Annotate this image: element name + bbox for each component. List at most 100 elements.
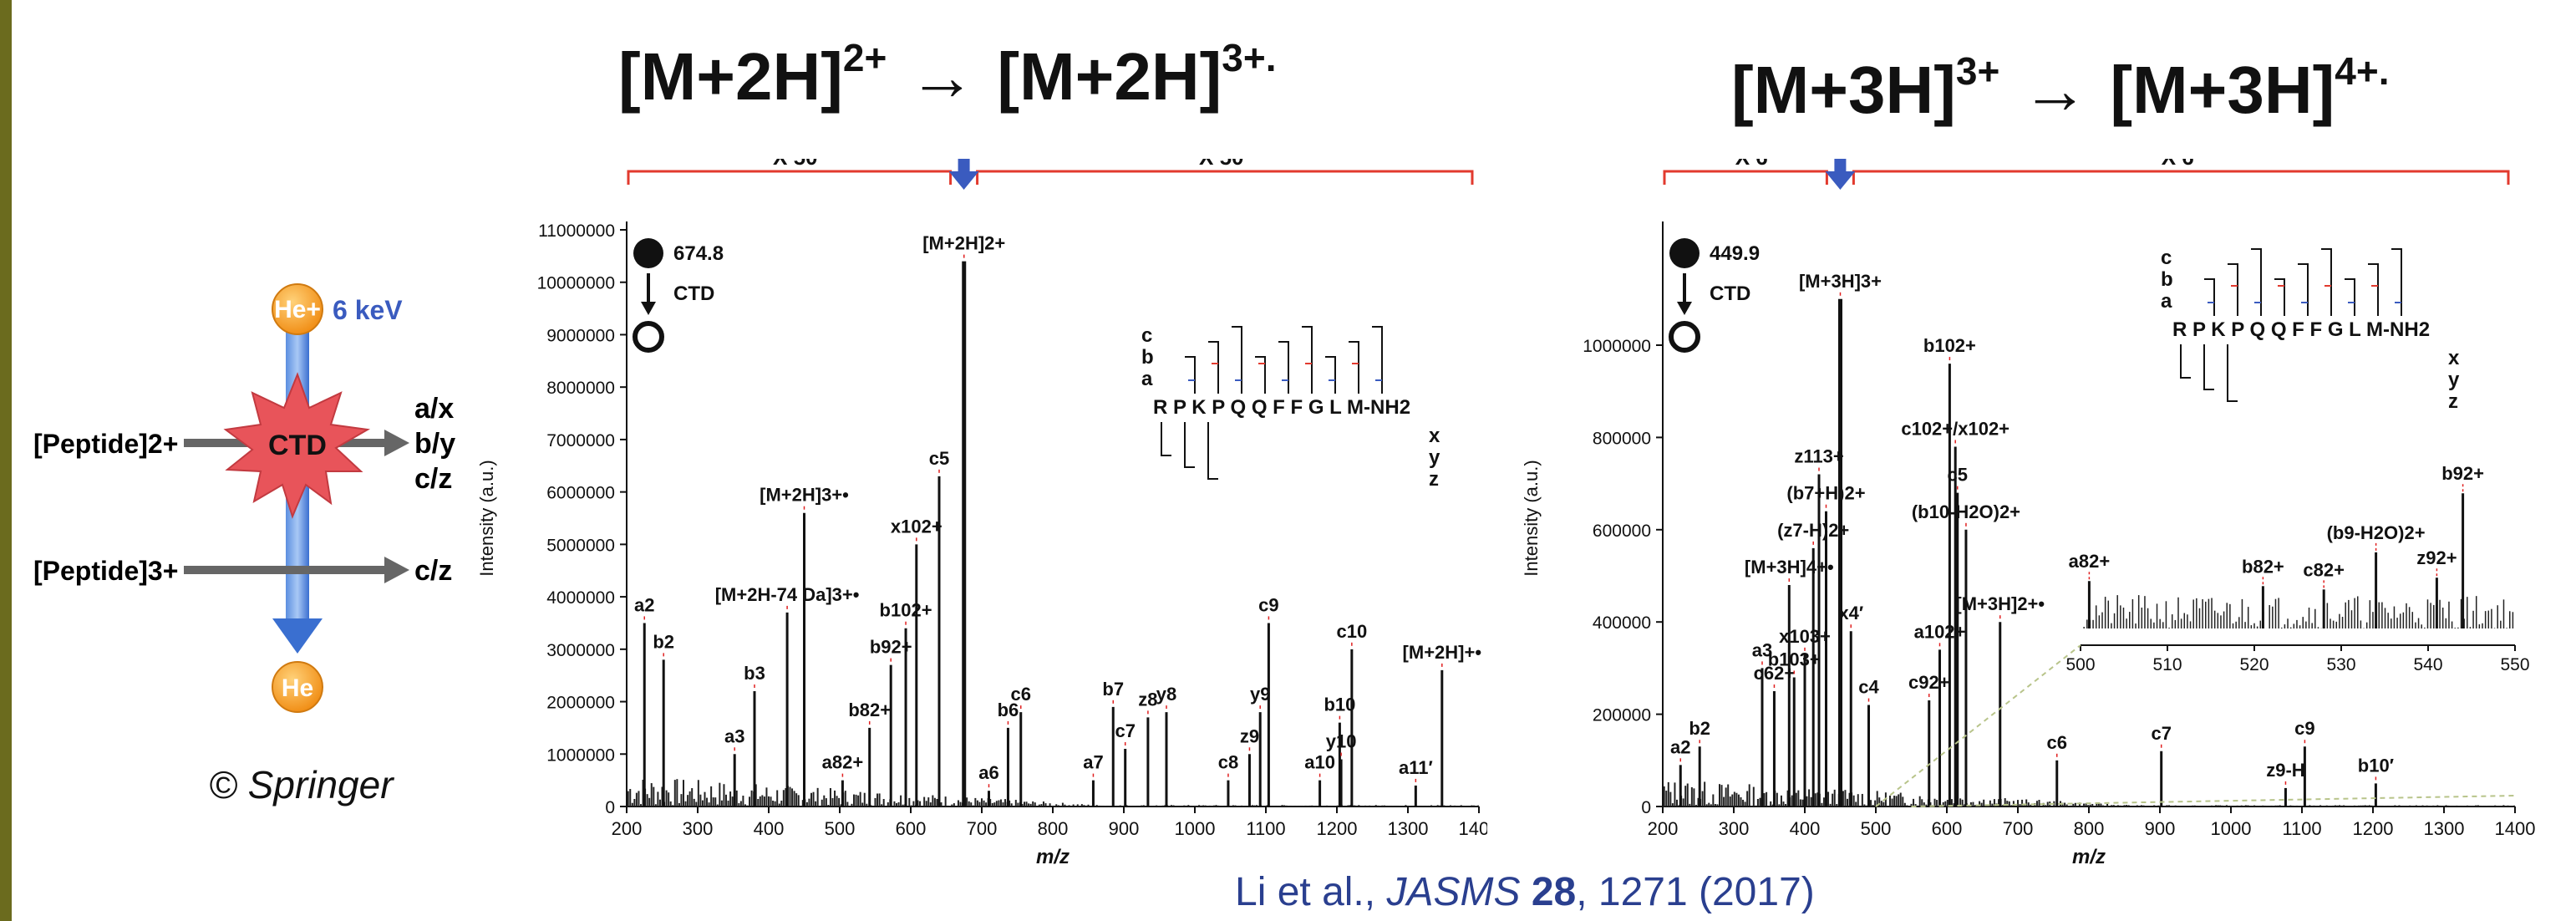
title-left-charge2: 3+.: [1222, 36, 1277, 79]
x-tick-label: 1100: [2282, 818, 2321, 839]
x-tick-label: 1200: [1317, 818, 1358, 839]
magnification-bracket-right: [976, 170, 1474, 185]
peak-label: c5: [929, 448, 949, 469]
peak-label: b2: [653, 631, 674, 652]
peak-label: x103+: [1779, 626, 1831, 647]
cleavage-marker-top: [1185, 356, 1196, 394]
inset-x-tick-label: 520: [2239, 655, 2269, 674]
title-right-charge1: 3+: [1955, 49, 2000, 93]
output-by-label: b/y: [414, 428, 455, 460]
peak-label: a11′: [1399, 757, 1433, 778]
peak-label: [M+2H-74 Da]3+•: [715, 584, 860, 605]
peak-label: y8: [1156, 684, 1176, 705]
peak-label: a2: [634, 594, 654, 615]
title-left-transition: [M+2H]2+ → [M+2H]3+.: [618, 35, 1277, 115]
he-neutral: [272, 661, 323, 713]
citation-volume: 28: [1531, 870, 1577, 914]
peak-label: b6: [998, 700, 1019, 720]
output2-cz-label: c/z: [414, 555, 452, 587]
precursor-arrow-head: [948, 171, 979, 190]
peak-label: b7: [1102, 679, 1124, 700]
beam-arrowhead: [272, 618, 323, 654]
ion-type-bottom: z: [2448, 390, 2458, 413]
x-tick-label: 900: [1109, 818, 1140, 839]
output-ax-label: a/x: [414, 393, 454, 425]
cleavage-marker-top: [1278, 341, 1289, 394]
x-tick-label: 400: [754, 818, 785, 839]
cleavage-marker-top: [2251, 248, 2262, 316]
x-tick-label: 1400: [2495, 818, 2536, 839]
title-right-base1: [M+3H]: [1731, 53, 1956, 127]
precursor-dot-icon: [1669, 238, 1700, 268]
peak-label: z9-H: [2266, 760, 2304, 781]
precursor-dot-icon: [633, 238, 663, 268]
x-tick-label: 400: [1790, 818, 1821, 839]
cleavage-marker-top: [2345, 278, 2355, 316]
peak-label: b82+: [848, 700, 891, 720]
cleavage-marker-top: [2298, 263, 2309, 316]
inset-peak-label: (b9-H2O)2+: [2327, 522, 2426, 543]
magnification-bracket-left: [627, 170, 953, 185]
title-right-base2: [M+3H]: [2110, 53, 2335, 127]
title-left-arrow: →: [908, 39, 976, 114]
cleavage-marker-bottom: [2180, 344, 2191, 379]
y-tick-label: 10000000: [537, 274, 615, 293]
he-plus-ion: [272, 283, 323, 335]
inset-peak-label: b92+: [2441, 463, 2484, 484]
title-right-transition: [M+3H]3+ → [M+3H]4+.: [1731, 48, 2390, 129]
y-tick-label: 6000000: [546, 484, 615, 503]
peak-label: c7: [2151, 723, 2171, 744]
y-tick-label: 8000000: [546, 379, 615, 398]
peak-label: y9: [1250, 684, 1270, 705]
cleavage-marker-top: [1232, 326, 1242, 394]
y-tick-label: 4000000: [546, 588, 615, 608]
x-tick-label: 1300: [2424, 818, 2465, 839]
peptide-sequence: R P K P Q Q F F G L M-NH2: [1153, 396, 1410, 419]
cleavage-marker-top: [2274, 278, 2285, 316]
cleavage-marker-bottom: [2203, 344, 2214, 390]
peak-label: a6: [978, 762, 998, 783]
precursor-arrow-head: [1825, 171, 1856, 190]
ctd-label: CTD: [268, 430, 327, 461]
inset-x-tick-label: 530: [2326, 655, 2355, 674]
y-tick-label: 2000000: [546, 694, 615, 713]
title-left-base2: [M+2H]: [997, 39, 1222, 114]
cleavage-marker-top: [1325, 356, 1336, 394]
peak-label: c6: [2047, 732, 2067, 753]
y-tick-label: 3000000: [546, 641, 615, 660]
peptide2-label: [Peptide]2+: [33, 429, 178, 459]
legend-arrowhead: [1677, 302, 1692, 315]
citation-rest: , 1271 (2017): [1576, 870, 1815, 914]
x-tick-label: 300: [683, 818, 714, 839]
peak-label: [M+3H]2+•: [1955, 593, 2045, 614]
peak-label: z9: [1240, 725, 1259, 746]
he-label: He: [282, 674, 313, 702]
peak-label: x102+: [891, 516, 943, 537]
ion-type-bottom: y: [2448, 369, 2460, 391]
citation-authors: Li et al.,: [1235, 870, 1387, 914]
he-plus-label: He+: [274, 296, 321, 323]
peak-label: a10: [1304, 752, 1335, 773]
x-tick-label: 300: [1719, 818, 1750, 839]
y-axis-label: Intensity (a.u.): [1521, 460, 1542, 576]
ion-type-bottom: z: [1429, 468, 1439, 491]
peak-label: c10: [1336, 621, 1367, 642]
cleavage-marker-top: [2321, 248, 2332, 316]
cleavage-marker-top: [2228, 263, 2238, 316]
peptide2-arrowhead: [384, 430, 409, 456]
y-tick-label: 800000: [1593, 429, 1651, 448]
peak-label: b10: [1324, 695, 1355, 715]
peak-label: z113+: [1794, 446, 1843, 467]
cleavage-marker-top: [2204, 278, 2215, 316]
inset-peak-label: z92+: [2416, 547, 2457, 568]
peak-label: a3: [1752, 639, 1772, 660]
copyright-note: © Springer: [209, 763, 394, 807]
y-axis-label: Intensity (a.u.): [476, 460, 497, 576]
peak-label: a82+: [822, 752, 864, 773]
inset-x-tick-label: 500: [2065, 655, 2095, 674]
left-accent-bar: [0, 0, 12, 921]
x-tick-label: 1000: [2211, 818, 2252, 839]
inset-x-tick-label: 540: [2413, 655, 2442, 674]
cleavage-marker-top: [2368, 263, 2379, 316]
peptide3-arrowhead: [384, 557, 409, 583]
